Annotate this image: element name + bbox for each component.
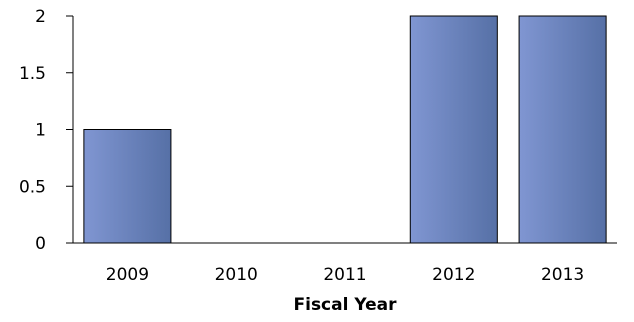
x-tick-label-2013: 2013 [541,265,584,285]
x-tick-label-2011: 2011 [323,265,366,285]
x-axis-ticks: 2009 2010 2011 2012 2013 [106,265,584,285]
y-tick-label: 2 [35,7,46,27]
y-tick-label: 1 [35,121,46,141]
x-tick-label-2012: 2012 [432,265,475,285]
x-tick-label-2010: 2010 [215,265,258,285]
x-tick-label-2009: 2009 [106,265,149,285]
y-tick-label: 1.5 [19,64,46,84]
y-tick-label: 0 [35,234,46,254]
bar-2013 [518,15,607,244]
bar-2012 [409,15,498,244]
bars-layer [83,15,607,244]
bar-2009 [83,129,172,244]
y-tick-label: 0.5 [19,177,46,197]
x-axis-title: Fiscal Year [294,295,398,315]
y-axis-ticks: 0 0.5 1 1.5 2 [19,7,73,254]
